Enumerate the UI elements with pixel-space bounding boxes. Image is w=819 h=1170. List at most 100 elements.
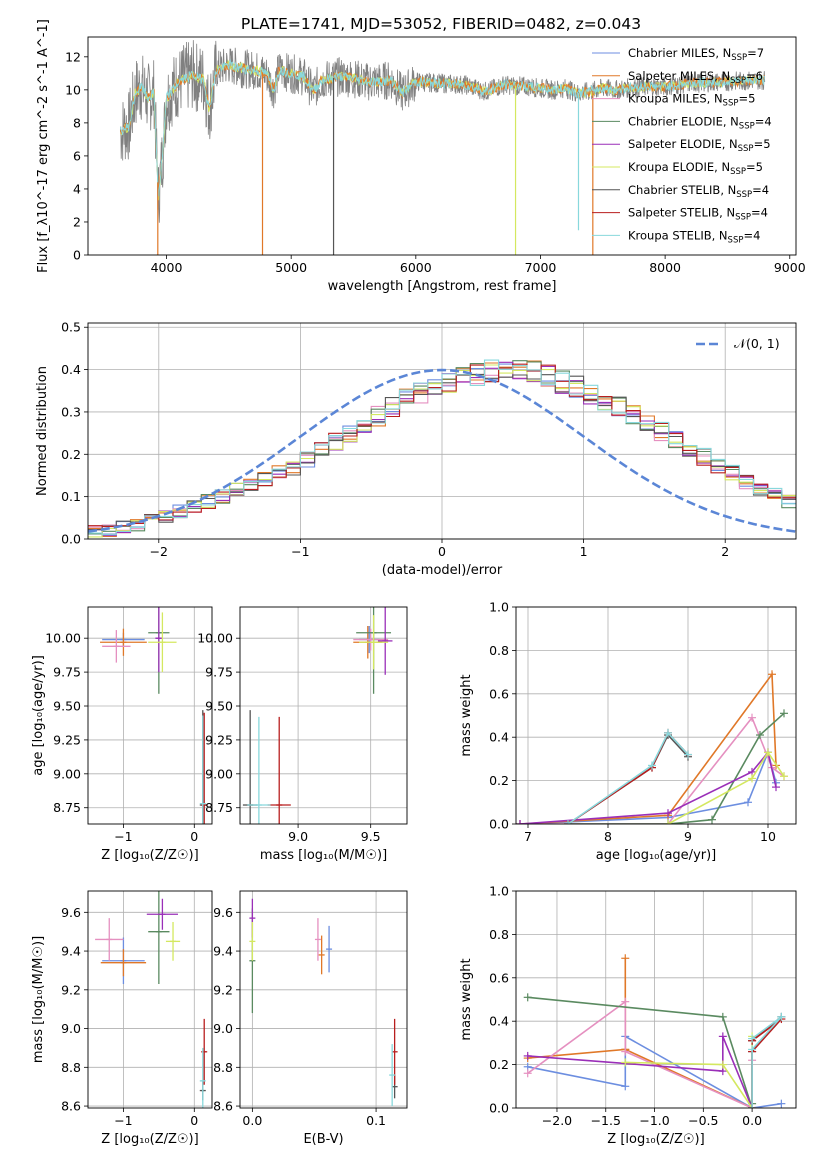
axes-frame bbox=[515, 606, 797, 825]
errorbar-point bbox=[95, 918, 124, 961]
x-axis-label: Z [log₁₀(Z/Z☉)] bbox=[101, 1132, 198, 1147]
errorbar-point bbox=[249, 922, 256, 961]
y-tick-label: 1.0 bbox=[489, 600, 509, 615]
errorbar-point bbox=[148, 612, 177, 673]
y-tick-label: 9.75 bbox=[53, 665, 81, 680]
y-tick-label: 0 bbox=[73, 248, 81, 263]
legend-suffix: =4 bbox=[752, 183, 769, 197]
panel-mass-weight-vs-z: −2.0 −1.5 −1.0 −0.5 0.0 0.0 0.2 0.4 0.6 0.8 1.0 Z [… bbox=[459, 884, 797, 1147]
x-tick-label: −1.5 bbox=[591, 1113, 621, 1128]
x-tick-label: 7000 bbox=[525, 260, 557, 275]
panel-residuals: −2 −1 0 1 2 0.0 0.1 0.2 0.3 0.4 0.5 (data-model)/er… bbox=[35, 320, 797, 578]
axes-age-vs-z: −1 0 8.75 9.00 9.25 9.50 9.75 10.00 Z [log₁₀(Z/Z… bbox=[31, 606, 213, 863]
y-tick-label: 9.00 bbox=[205, 766, 233, 781]
errorbar-point bbox=[155, 607, 163, 673]
axes-frame bbox=[239, 606, 408, 825]
mass-weight-line bbox=[519, 750, 777, 824]
y-tick-label: 0.6 bbox=[489, 970, 509, 985]
y-tick-label: 9.25 bbox=[53, 732, 81, 747]
x-tick-label: 0.0 bbox=[242, 1113, 262, 1128]
x-tick-label: −1 bbox=[114, 829, 132, 844]
axes-frame bbox=[87, 606, 213, 825]
y-tick-label: 1.0 bbox=[489, 884, 509, 899]
y-tick-label: 2 bbox=[73, 214, 81, 229]
y-tick-label: 0.0 bbox=[61, 532, 81, 547]
figure-title: PLATE=1741, MJD=53052, FIBERID=0482, z=0… bbox=[241, 15, 641, 33]
plot-area-mass-vs-ebv bbox=[249, 898, 398, 1107]
x-tick-label: 4000 bbox=[151, 260, 183, 275]
x-tick-label: −1 bbox=[291, 544, 309, 559]
y-tick-label: 9.50 bbox=[205, 699, 233, 714]
legend-subscript: SSP bbox=[738, 144, 754, 154]
x-tick-label: −1.0 bbox=[639, 1113, 669, 1128]
legend-entry: Chabrier MILES, NSSP=7 bbox=[628, 46, 764, 63]
legend-suffix: =7 bbox=[747, 46, 764, 60]
legend-suffix: =5 bbox=[738, 92, 755, 106]
y-axis-label: age [log₁₀(age/yr)] bbox=[31, 655, 46, 776]
legend-label: Salpeter MILES, N bbox=[628, 69, 730, 83]
legend-subscript: SSP bbox=[730, 167, 746, 177]
errorbar-point bbox=[199, 1047, 206, 1108]
y-tick-label: 8.8 bbox=[61, 1060, 81, 1075]
x-tick-label: 1 bbox=[580, 544, 588, 559]
x-axis-label: Z [log₁₀(Z/Z☉)] bbox=[607, 1132, 704, 1147]
errorbar-point bbox=[314, 918, 321, 961]
x-tick-label: −2.0 bbox=[542, 1113, 572, 1128]
y-tick-label: 0.3 bbox=[61, 404, 81, 419]
legend-entry: Kroupa MILES, NSSP=5 bbox=[628, 92, 755, 109]
plot-area-age-vs-mass bbox=[242, 607, 393, 824]
y-tick-label: 9.6 bbox=[61, 905, 81, 920]
legend-entry: Chabrier STELIB, NSSP=4 bbox=[628, 183, 769, 200]
errorbar-point bbox=[102, 630, 131, 663]
y-tick-label: 0.4 bbox=[489, 730, 509, 745]
panel-spectrum: 4000 5000 6000 7000 8000 9000 0 2 4 6 8 10 12 wavelen… bbox=[36, 19, 806, 294]
x-axis-label: mass [log₁₀(M/M☉)] bbox=[260, 848, 387, 863]
y-tick-label: 9.6 bbox=[213, 905, 233, 920]
y-tick-label: 9.2 bbox=[61, 982, 81, 997]
errorbar-point bbox=[165, 922, 181, 961]
y-tick-label: 12 bbox=[65, 49, 81, 64]
axes-frame bbox=[87, 890, 213, 1109]
y-axis-label: Normed distribution bbox=[35, 366, 50, 496]
panel-mass-weight-vs-age: 7 8 9 10 0.0 0.2 0.4 0.6 0.8 1.0 age [log₁₀(age/yr… bbox=[459, 600, 797, 863]
legend-subscript: SSP bbox=[735, 213, 751, 223]
mass-weight-line bbox=[751, 1016, 782, 1108]
axes-mass-weight-vs-age: 7 8 9 10 0.0 0.2 0.4 0.6 0.8 1.0 age [log₁₀(age/yr… bbox=[459, 600, 797, 863]
legend-label: Salpeter ELODIE, N bbox=[628, 137, 738, 151]
x-tick-label: 9000 bbox=[774, 260, 806, 275]
y-tick-label: 0.6 bbox=[489, 686, 509, 701]
x-tick-label: 8000 bbox=[649, 260, 681, 275]
y-tick-label: 8 bbox=[73, 115, 81, 130]
plot-area-mass-weight-vs-z bbox=[523, 954, 786, 1108]
legend-suffix: =4 bbox=[755, 114, 772, 128]
legend-entry: Salpeter STELIB, NSSP=4 bbox=[628, 206, 768, 223]
mass-weight-line bbox=[527, 996, 753, 1108]
axes-frame bbox=[87, 322, 797, 540]
x-tick-label: −1 bbox=[114, 1113, 132, 1128]
legend-label: Salpeter STELIB, N bbox=[628, 206, 735, 220]
legend-entry: Salpeter MILES, NSSP=6 bbox=[628, 69, 763, 86]
errorbar-point bbox=[100, 628, 147, 656]
mass-weight-line bbox=[667, 750, 785, 824]
errorbar-point bbox=[359, 615, 389, 670]
x-axis-label: wavelength [Angstrom, rest frame] bbox=[328, 279, 557, 294]
y-tick-label: 0.0 bbox=[489, 1101, 509, 1116]
y-tick-label: 0.2 bbox=[61, 447, 81, 462]
axes-mass-vs-ebv: 0.0 0.1 8.6 8.8 9.0 9.2 9.4 9.6 E(B-V) bbox=[213, 890, 408, 1147]
x-tick-label: 7 bbox=[524, 829, 532, 844]
panel-age-vs-z: −1 0 8.75 9.00 9.25 9.50 9.75 10.00 Z [log₁₀(Z/Z… bbox=[31, 606, 213, 863]
y-tick-label: 9.4 bbox=[61, 944, 81, 959]
y-tick-label: 9.2 bbox=[213, 982, 233, 997]
x-tick-label: 5000 bbox=[275, 260, 307, 275]
x-tick-label: 0 bbox=[190, 1113, 198, 1128]
y-tick-label: 6 bbox=[73, 148, 81, 163]
legend-suffix: =5 bbox=[754, 137, 771, 151]
x-tick-label: −0.5 bbox=[688, 1113, 718, 1128]
axes-residuals: −2 −1 0 1 2 0.0 0.1 0.2 0.3 0.4 0.5 (data-model)/er… bbox=[35, 320, 797, 578]
y-tick-label: 0.4 bbox=[489, 1014, 509, 1029]
axes-mass-vs-z: −1 0 8.6 8.8 9.0 9.2 9.4 9.6 Z [log₁₀(Z/Z☉)] mass… bbox=[31, 890, 213, 1147]
x-axis-label: E(B-V) bbox=[303, 1132, 343, 1147]
axes-frame bbox=[239, 890, 408, 1109]
legend-subscript: SSP bbox=[736, 190, 752, 200]
y-tick-label: 8.75 bbox=[205, 800, 233, 815]
